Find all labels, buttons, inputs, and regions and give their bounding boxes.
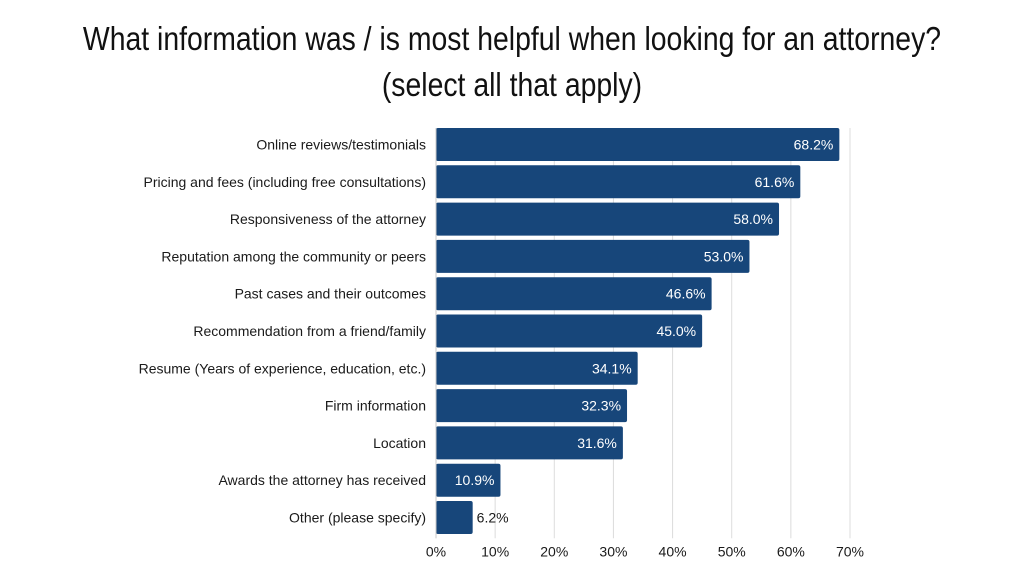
bar	[436, 501, 473, 534]
category-label: Firm information	[325, 398, 426, 414]
bar	[436, 165, 801, 199]
category-label: Resume (Years of experience, education, …	[139, 360, 426, 376]
data-label: 31.6%	[577, 435, 617, 451]
x-tick-label: 0%	[426, 543, 446, 559]
bar	[436, 202, 780, 236]
category-label: Other (please specify)	[289, 510, 426, 526]
data-label: 68.2%	[794, 137, 834, 153]
data-label: 46.6%	[666, 286, 706, 302]
bar	[436, 463, 501, 497]
category-label: Awards the attorney has received	[218, 472, 426, 488]
bar	[436, 389, 628, 423]
bar	[436, 351, 638, 385]
category-label: Recommendation from a friend/family	[193, 323, 426, 339]
bar	[436, 277, 712, 311]
chart-title-line-1: What information was / is most helpful w…	[82, 20, 942, 57]
category-label: Reputation among the community or peers	[161, 248, 426, 264]
x-tick-label: 60%	[777, 543, 805, 559]
x-tick-label: 50%	[718, 543, 746, 559]
x-tick-label: 10%	[481, 543, 509, 559]
category-label: Responsiveness of the attorney	[230, 211, 426, 227]
category-label: Online reviews/testimonials	[256, 137, 426, 153]
category-label: Pricing and fees (including free consult…	[144, 174, 427, 190]
category-label: Location	[373, 435, 426, 451]
x-tick-label: 70%	[836, 543, 864, 559]
x-tick-label: 20%	[540, 543, 568, 559]
bar	[436, 426, 623, 460]
bar	[436, 314, 703, 348]
data-label: 6.2%	[477, 510, 509, 526]
chart-title-line-2: (select all that apply)	[381, 66, 643, 103]
category-label: Past cases and their outcomes	[235, 286, 426, 302]
chart-title: What information was / is most helpful w…	[72, 16, 953, 108]
data-label: 32.3%	[581, 398, 621, 414]
data-label: 10.9%	[455, 472, 495, 488]
data-label: 53.0%	[704, 248, 744, 264]
x-tick-label: 40%	[659, 543, 687, 559]
bar	[436, 239, 750, 273]
data-label: 45.0%	[656, 323, 696, 339]
data-label: 61.6%	[755, 174, 795, 190]
data-label: 34.1%	[592, 360, 632, 376]
x-tick-label: 30%	[599, 543, 627, 559]
bar	[436, 128, 840, 161]
data-label: 58.0%	[733, 211, 773, 227]
